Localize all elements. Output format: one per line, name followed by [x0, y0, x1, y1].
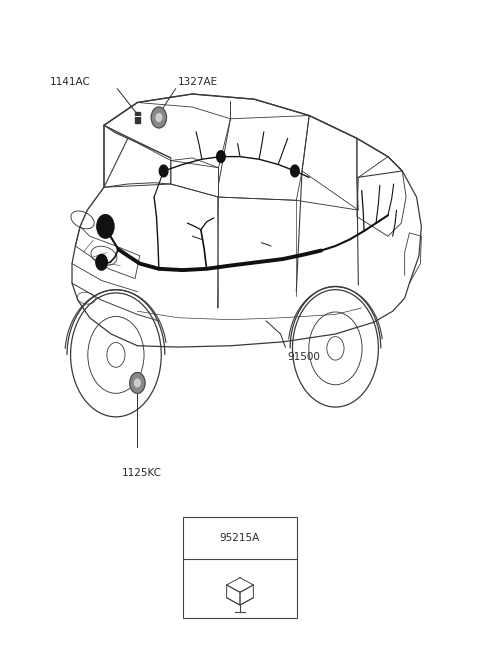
Circle shape — [97, 215, 114, 238]
Circle shape — [216, 151, 225, 162]
Circle shape — [156, 113, 162, 121]
Text: 95215A: 95215A — [220, 533, 260, 543]
Bar — [134, 111, 140, 123]
Text: 1327AE: 1327AE — [178, 77, 218, 88]
Circle shape — [130, 373, 145, 394]
Text: 91500: 91500 — [288, 352, 321, 362]
Text: 1141AC: 1141AC — [50, 77, 91, 88]
Bar — [183, 517, 297, 618]
Circle shape — [159, 165, 168, 177]
Circle shape — [151, 107, 167, 128]
Circle shape — [290, 165, 299, 177]
Circle shape — [96, 254, 108, 270]
Text: 1125KC: 1125KC — [122, 468, 162, 477]
Circle shape — [134, 379, 140, 387]
